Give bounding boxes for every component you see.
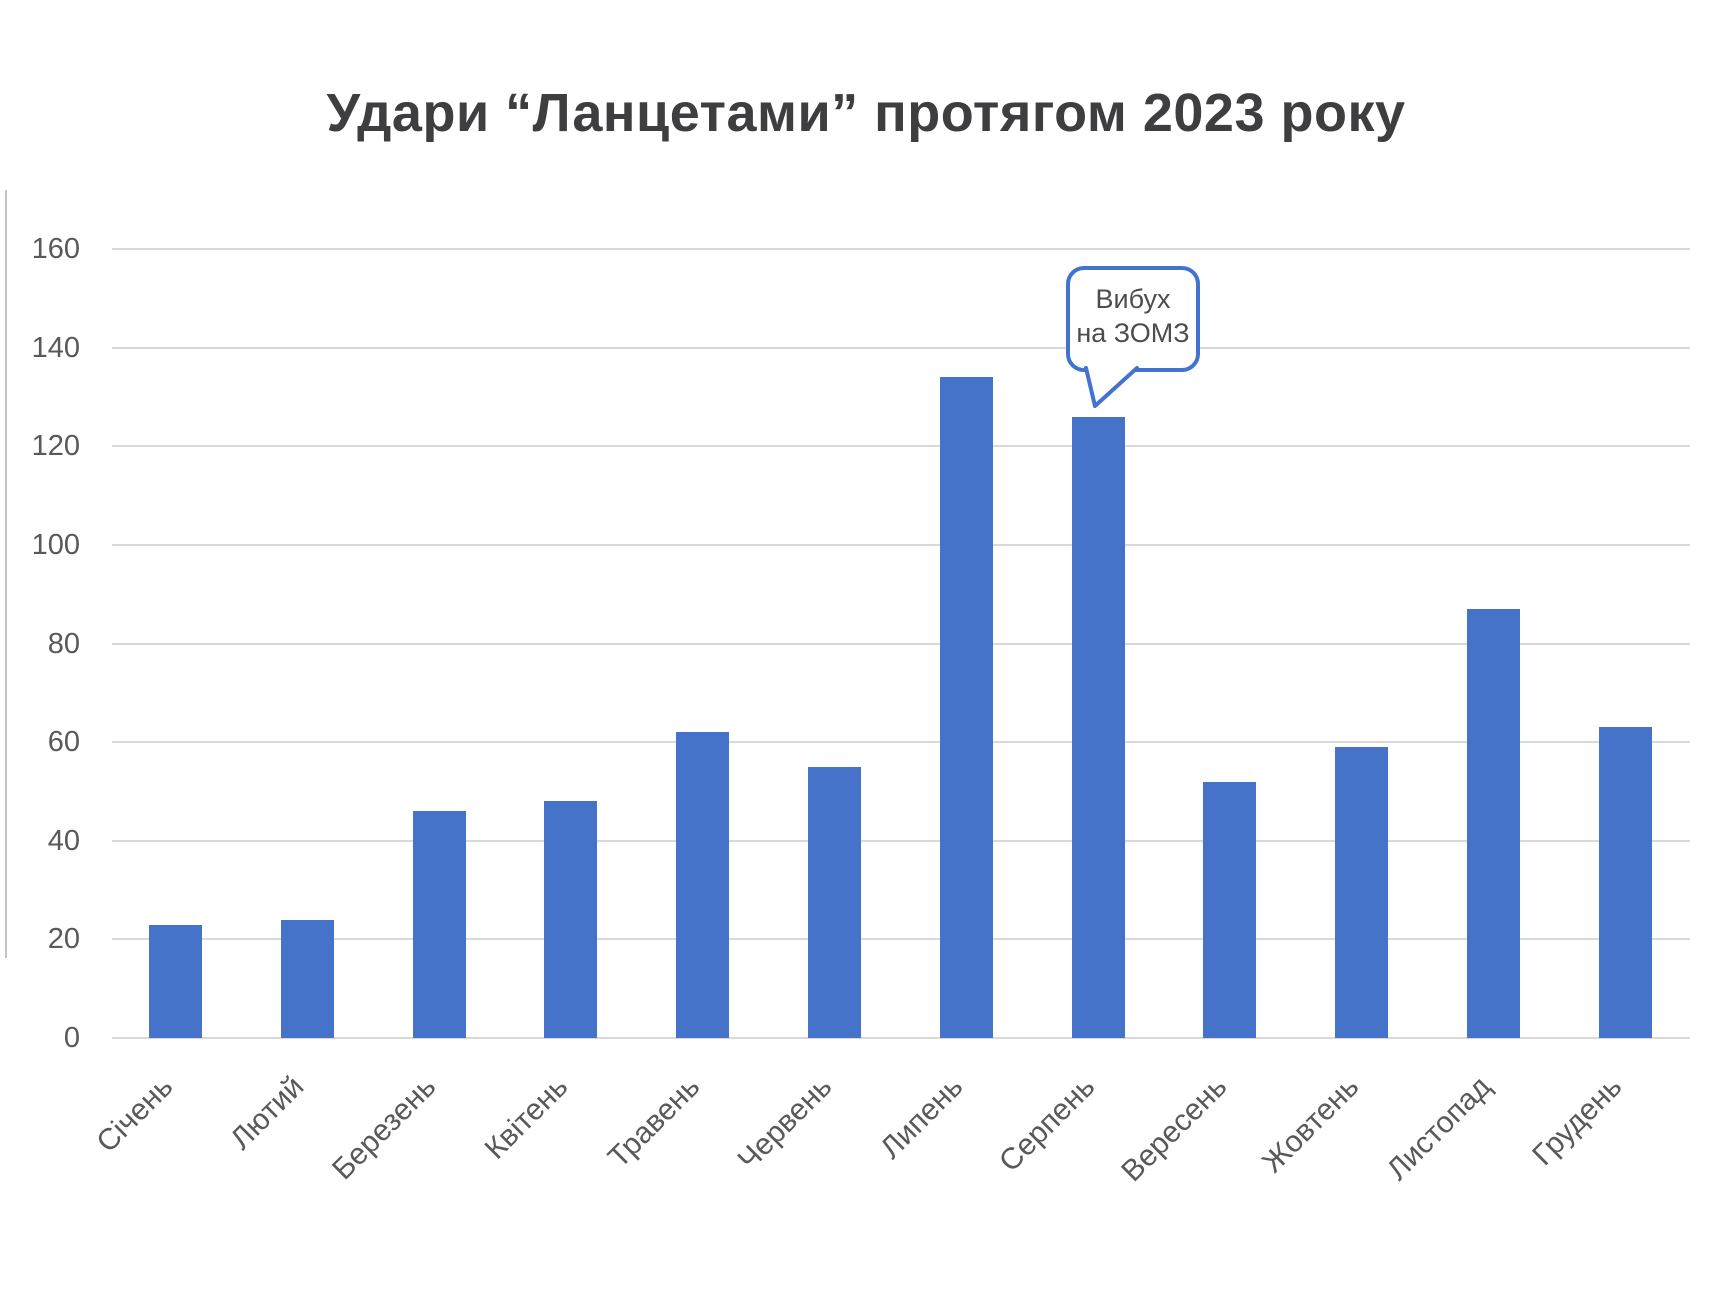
y-tick-label-160: 160 (31, 233, 80, 265)
bar-Лютий (280, 919, 334, 1038)
bar-Березень (412, 811, 466, 1038)
y-tick-label-140: 140 (31, 331, 80, 364)
gridline-100 (112, 543, 1690, 546)
gridline-120 (112, 445, 1690, 448)
bar-Січень (149, 924, 202, 1038)
chart-title: Удари “Ланцетами” протягом 2023 року (326, 83, 1406, 143)
gridline-0 (112, 1037, 1690, 1039)
bar-Листопад (1467, 608, 1520, 1038)
y-tick-label-0: 0 (63, 1022, 80, 1054)
y-tick-label-40: 40 (47, 824, 80, 857)
y-tick-label-20: 20 (47, 923, 80, 956)
bar-Квітень (544, 801, 598, 1038)
plot-left-border (5, 190, 7, 958)
gridline-20 (112, 938, 1690, 941)
callout-text-line1: Вибух (1095, 284, 1171, 314)
gridline-40 (112, 839, 1690, 842)
bar-Липень (939, 377, 993, 1038)
y-tick-label-60: 60 (47, 726, 80, 759)
bar-Серпень (1071, 416, 1125, 1038)
y-tick-label-120: 120 (31, 430, 80, 463)
callout-text-line2: на ЗОМЗ (1076, 318, 1190, 348)
gridline-160 (112, 248, 1690, 250)
bar-Травень (676, 732, 730, 1038)
y-tick-label-80: 80 (47, 627, 80, 660)
gridline-140 (112, 346, 1690, 349)
bar-Грудень (1598, 727, 1652, 1038)
callout-bubble: Вибух на ЗОМЗ (1066, 266, 1200, 372)
gridline-60 (112, 741, 1690, 744)
bar-Вересень (1203, 781, 1257, 1038)
bar-Червень (808, 766, 861, 1038)
y-tick-label-100: 100 (31, 528, 80, 561)
bar-Жовтень (1335, 747, 1389, 1038)
callout-tail-icon (1084, 366, 1139, 408)
gridline-80 (112, 642, 1690, 645)
